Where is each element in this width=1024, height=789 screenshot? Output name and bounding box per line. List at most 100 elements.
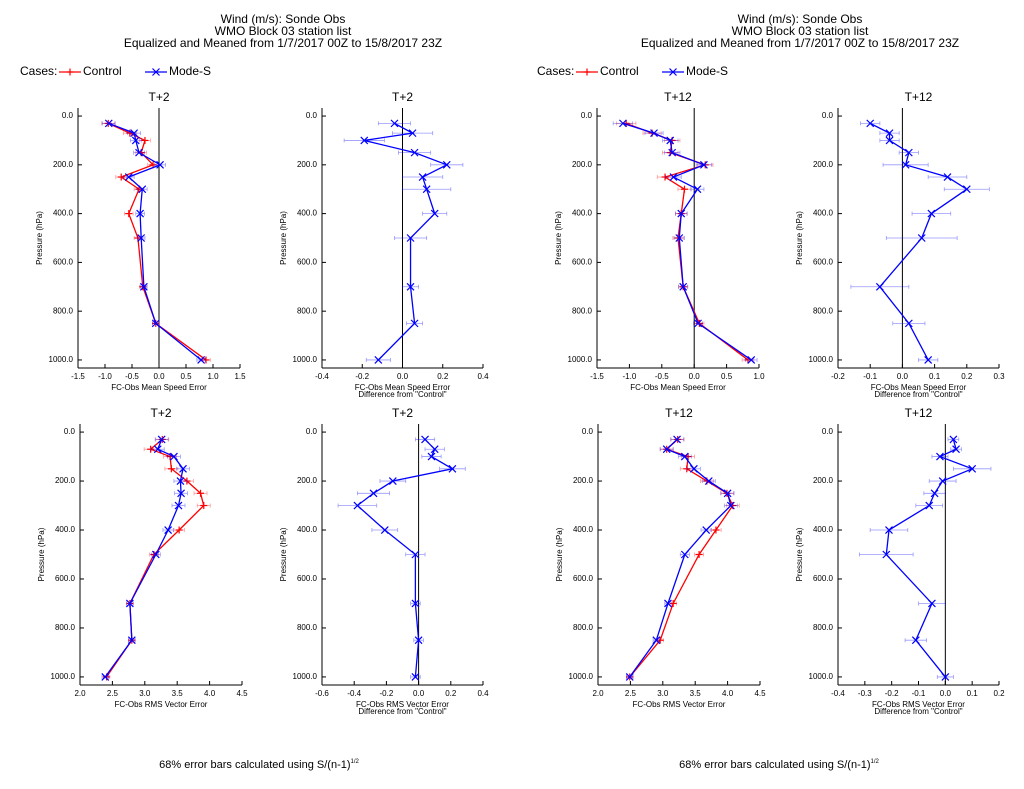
y-tick-label: 200.0: [297, 160, 318, 169]
marker-stroke: [885, 129, 894, 138]
data-point: [418, 173, 427, 181]
marker-stroke: [680, 550, 689, 559]
data-point: [650, 129, 658, 138]
marker-stroke: [747, 356, 756, 364]
data-point: [177, 489, 186, 498]
y-axis-label: Pressure (hPa): [554, 211, 563, 265]
marker-stroke: [139, 282, 148, 291]
marker-stroke: [197, 356, 206, 364]
marker-stroke: [374, 356, 383, 364]
marker-stroke: [176, 477, 185, 485]
data-point: [885, 136, 894, 145]
data-point: [904, 148, 913, 157]
x-tick-label: 0.5: [721, 372, 733, 381]
marker-stroke: [652, 636, 661, 645]
y-tick-label: 600.0: [573, 574, 594, 583]
data-point: [151, 319, 160, 328]
footnote: 68% error bars calculated using S/(n-1)1…: [679, 759, 879, 771]
data-point: [151, 550, 160, 559]
x-tick-label: -0.4: [831, 689, 845, 698]
series-line: [107, 122, 207, 361]
marker-stroke: [679, 282, 688, 291]
subplot-title: T+2: [392, 406, 413, 420]
data-point: [694, 319, 703, 328]
marker-stroke: [668, 148, 677, 157]
data-point: [712, 526, 720, 534]
marker-stroke: [360, 136, 369, 145]
data-point: [668, 148, 677, 157]
x-tick-label: 0.0: [153, 372, 165, 381]
y-tick-label: 600.0: [813, 574, 834, 583]
x-axis-label: FC-Obs Mean Speed Error: [355, 383, 451, 392]
data-point: [202, 356, 210, 364]
data-point: [675, 234, 684, 242]
x-tick-label: -0.4: [315, 372, 329, 381]
data-point: [125, 599, 134, 608]
data-point: [430, 445, 439, 454]
data-point: [442, 160, 451, 169]
data-point: [911, 636, 920, 645]
data-point: [170, 452, 178, 461]
data-point: [680, 185, 688, 193]
x-tick-label: 0.2: [961, 372, 973, 381]
footnote-text: 68% error bars calculated using S/(n-1): [679, 759, 870, 771]
data-point: [962, 185, 971, 194]
x-tick-label: 3.0: [139, 689, 151, 698]
legend-item: Mode-S: [145, 64, 211, 78]
marker-stroke: [968, 464, 977, 473]
data-point: [104, 119, 113, 128]
x-tick-label: -1.5: [71, 372, 85, 381]
marker-stroke: [911, 636, 920, 645]
x-tick-label: 0.1: [967, 689, 979, 698]
data-point: [661, 173, 669, 181]
data-point: [941, 672, 950, 681]
x-axis-label: FC-Obs RMS Vector Error: [633, 700, 726, 709]
x-tick-label: -0.5: [125, 372, 139, 381]
data-point: [674, 234, 682, 242]
marker-stroke: [353, 501, 362, 510]
data-point: [406, 282, 415, 291]
marker-stroke: [153, 445, 162, 454]
data-point: [662, 445, 671, 454]
data-point: [130, 129, 139, 138]
y-tick-label: 1000.0: [569, 672, 594, 681]
x-tick-label: -1.0: [623, 372, 637, 381]
x-axis-label: Difference from "Control": [358, 707, 446, 716]
data-point: [683, 465, 691, 473]
y-tick-label: 200.0: [813, 476, 834, 485]
y-tick-label: 800.0: [55, 623, 76, 632]
marker-stroke: [885, 136, 894, 145]
y-tick-label: 800.0: [572, 306, 593, 315]
x-tick-label: 2.0: [74, 689, 86, 698]
subplot: T+2 -1.5 -1.0 -0.5 0.0 0.5 1.0 1.5 0.0 200.0 400.0…: [35, 90, 246, 392]
marker-stroke: [430, 209, 439, 218]
series-line: [885, 439, 974, 678]
data-point: [179, 464, 187, 473]
data-point: [411, 550, 420, 559]
x-tick-label: 0.0: [413, 689, 425, 698]
marker-stroke: [157, 435, 166, 444]
data-point: [680, 452, 689, 461]
data-point: [693, 185, 702, 194]
subplot-title: T+2: [150, 406, 171, 420]
data-point: [197, 489, 205, 497]
marker-stroke: [406, 282, 415, 291]
x-tick-label: -0.5: [655, 372, 669, 381]
data-point: [949, 435, 958, 444]
x-tick-label: 2.5: [107, 689, 119, 698]
marker-stroke: [380, 526, 389, 534]
marker-stroke: [179, 464, 187, 473]
series-line: [869, 122, 968, 361]
marker-stroke: [124, 173, 133, 181]
y-tick-label: 0.0: [306, 427, 318, 436]
x-tick-label: 1.0: [207, 372, 219, 381]
marker-stroke: [174, 501, 183, 510]
data-point: [164, 526, 173, 534]
y-axis-label: Pressure (hPa): [37, 527, 46, 581]
subplot: T+2 -0.6 -0.4 -0.2 0.0 0.2 0.4 0.0 200.0 400.0 600…: [279, 406, 489, 716]
marker-stroke: [664, 599, 672, 608]
marker-stroke: [156, 160, 165, 169]
data-point: [197, 356, 206, 364]
subplot: T+12 2.0 2.5 3.0 3.5 4.0 4.5 0.0 200.0 400.0 600.0…: [555, 406, 766, 709]
